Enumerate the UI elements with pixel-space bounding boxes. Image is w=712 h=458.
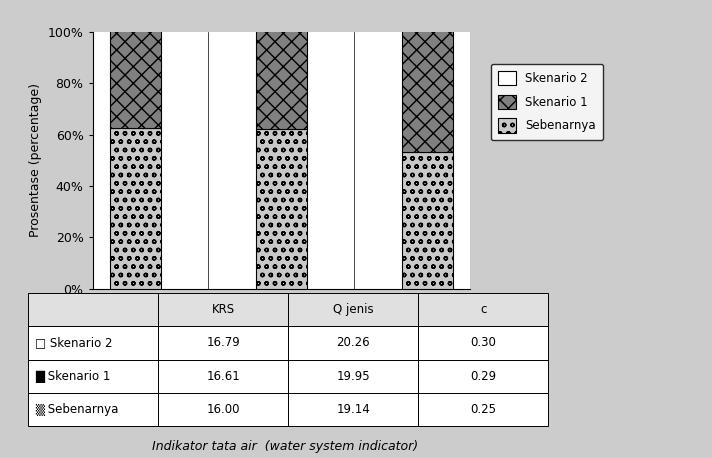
Bar xyxy=(110,128,161,289)
Legend: Skenario 2, Skenario 1, Sebenarnya: Skenario 2, Skenario 1, Sebenarnya xyxy=(491,64,603,140)
Bar xyxy=(256,0,307,129)
Bar xyxy=(256,129,307,289)
Text: Indikator tata air  (water system indicator): Indikator tata air (water system indicat… xyxy=(152,440,418,453)
Bar xyxy=(402,0,453,152)
Y-axis label: Prosentase (percentage): Prosentase (percentage) xyxy=(29,83,42,237)
Bar xyxy=(110,0,161,128)
Bar xyxy=(402,152,453,289)
